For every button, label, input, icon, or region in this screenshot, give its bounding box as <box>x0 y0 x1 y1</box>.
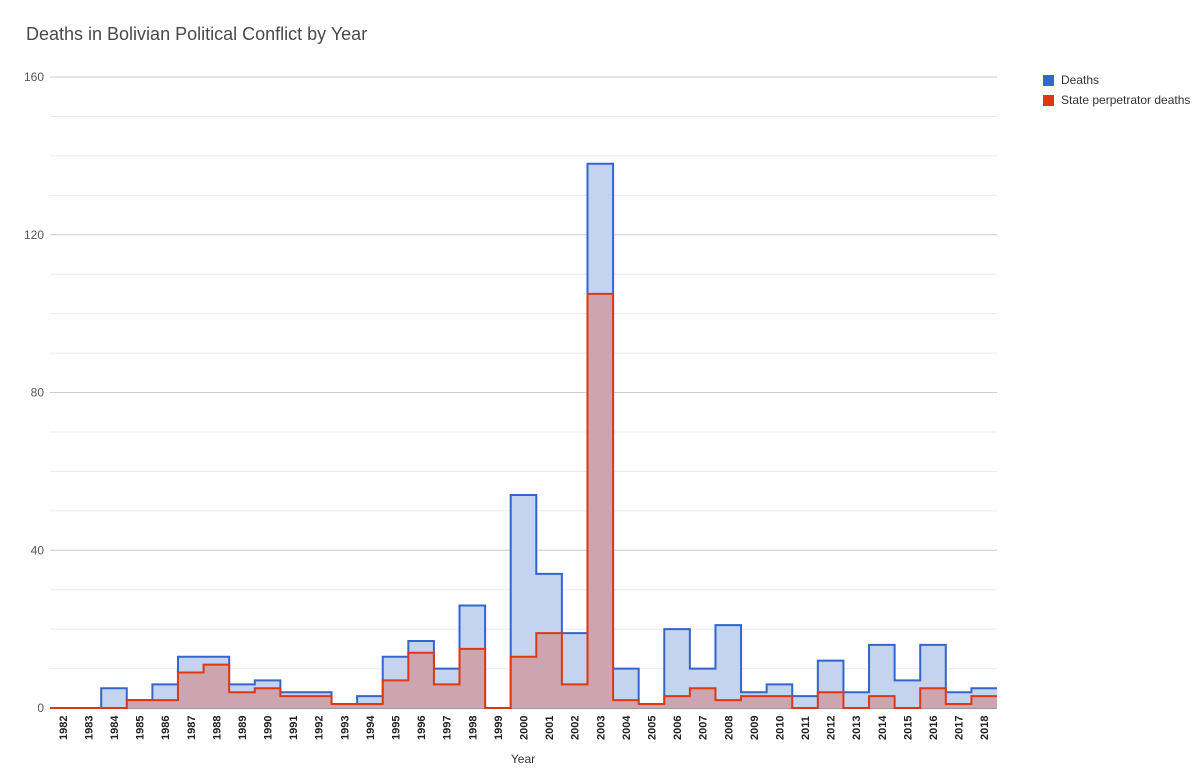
legend-swatch-deaths <box>1043 74 1054 86</box>
x-tick-label: 1984 <box>109 715 121 740</box>
legend-label-deaths: Deaths <box>1061 73 1100 87</box>
x-tick-label: 2012 <box>826 716 838 740</box>
x-tick-label: 1987 <box>186 716 198 740</box>
y-tick-label: 40 <box>31 543 45 557</box>
x-tick-label: 1983 <box>83 716 95 740</box>
x-tick-label: 1994 <box>365 715 377 740</box>
x-tick-label: 2005 <box>646 716 658 740</box>
x-tick-label: 2016 <box>928 716 940 740</box>
x-tick-label: 2017 <box>954 716 966 740</box>
y-tick-label: 120 <box>24 228 44 242</box>
x-tick-label: 1992 <box>314 716 326 740</box>
x-tick-label: 1982 <box>58 716 70 740</box>
x-tick-label: 1993 <box>339 716 351 740</box>
x-tick-label: 2008 <box>723 716 735 740</box>
chart-title: Deaths in Bolivian Political Conflict by… <box>26 24 368 44</box>
x-tick-label: 2009 <box>749 716 761 740</box>
x-axis-label: Year <box>511 752 535 766</box>
x-tick-label: 2001 <box>544 716 556 740</box>
x-tick-label: 2015 <box>902 716 914 740</box>
x-tick-label: 1999 <box>493 716 505 740</box>
x-tick-label: 1986 <box>160 716 172 740</box>
series-line-1 <box>50 292 997 709</box>
legend-item-state-perpetrator-deaths[interactable]: State perpetrator deaths <box>1043 90 1190 110</box>
x-tick-label: 1991 <box>288 716 300 740</box>
y-axis-ticks: 0 40 80 120 160 <box>24 70 44 715</box>
legend-swatch-state-perpetrator-deaths <box>1043 94 1054 106</box>
x-tick-label: 1997 <box>442 716 454 740</box>
y-tick-label: 0 <box>37 701 44 715</box>
x-tick-label: 1988 <box>211 716 223 740</box>
x-tick-label: 2006 <box>672 716 684 740</box>
x-tick-label: 2018 <box>979 716 991 740</box>
x-tick-label: 2003 <box>595 716 607 740</box>
legend-item-deaths[interactable]: Deaths <box>1043 70 1190 90</box>
x-tick-label: 2000 <box>519 716 531 740</box>
x-tick-label: 2004 <box>621 715 633 740</box>
x-tick-label: 2014 <box>877 715 889 740</box>
x-axis-ticks: 1982 1983 1984 1985 1986 1987 1988 1989 1990 1991… <box>58 715 991 740</box>
series-area-0 <box>50 163 997 708</box>
y-tick-label: 160 <box>24 70 44 84</box>
y-tick-label: 80 <box>31 386 45 400</box>
x-tick-label: 2010 <box>774 716 786 740</box>
series-areas <box>50 162 997 709</box>
legend: Deaths State perpetrator deaths <box>1043 70 1190 110</box>
x-tick-label: 2013 <box>851 716 863 740</box>
x-tick-label: 1990 <box>263 716 275 740</box>
x-tick-label: 1996 <box>416 716 428 740</box>
x-tick-label: 1989 <box>237 716 249 740</box>
x-tick-label: 1995 <box>391 716 403 740</box>
x-tick-label: 2007 <box>698 716 710 740</box>
x-tick-label: 1985 <box>135 716 147 740</box>
x-tick-label: 1998 <box>467 716 479 740</box>
x-tick-label: 2011 <box>800 716 812 740</box>
x-tick-label: 2002 <box>570 716 582 740</box>
legend-label-state-perpetrator-deaths: State perpetrator deaths <box>1061 93 1191 107</box>
